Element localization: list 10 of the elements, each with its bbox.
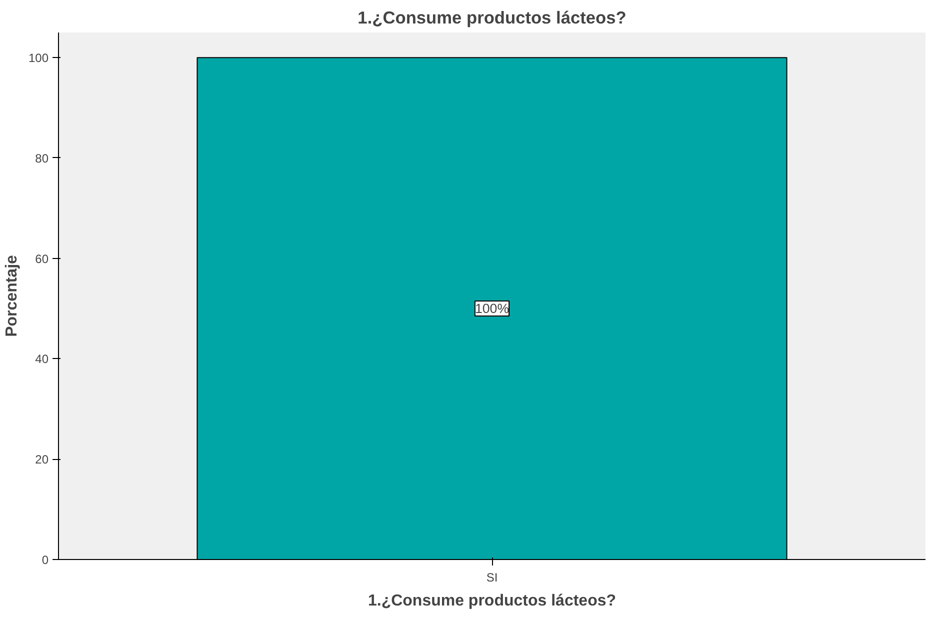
x-axis-title: 1.¿Consume productos lácteos? [368, 592, 616, 610]
x-tick-label: SI [486, 570, 498, 584]
y-axis-title: Porcentaje [3, 254, 20, 337]
chart-title: 1.¿Consume productos lácteos? [358, 8, 626, 28]
y-tick-label: 80 [35, 151, 49, 166]
y-tick-label: 60 [35, 252, 49, 266]
y-tick-label: 40 [35, 352, 49, 366]
y-tick-label: 0 [42, 553, 49, 567]
y-tick-label: 100 [28, 51, 49, 66]
y-tick-label: 20 [35, 452, 49, 467]
